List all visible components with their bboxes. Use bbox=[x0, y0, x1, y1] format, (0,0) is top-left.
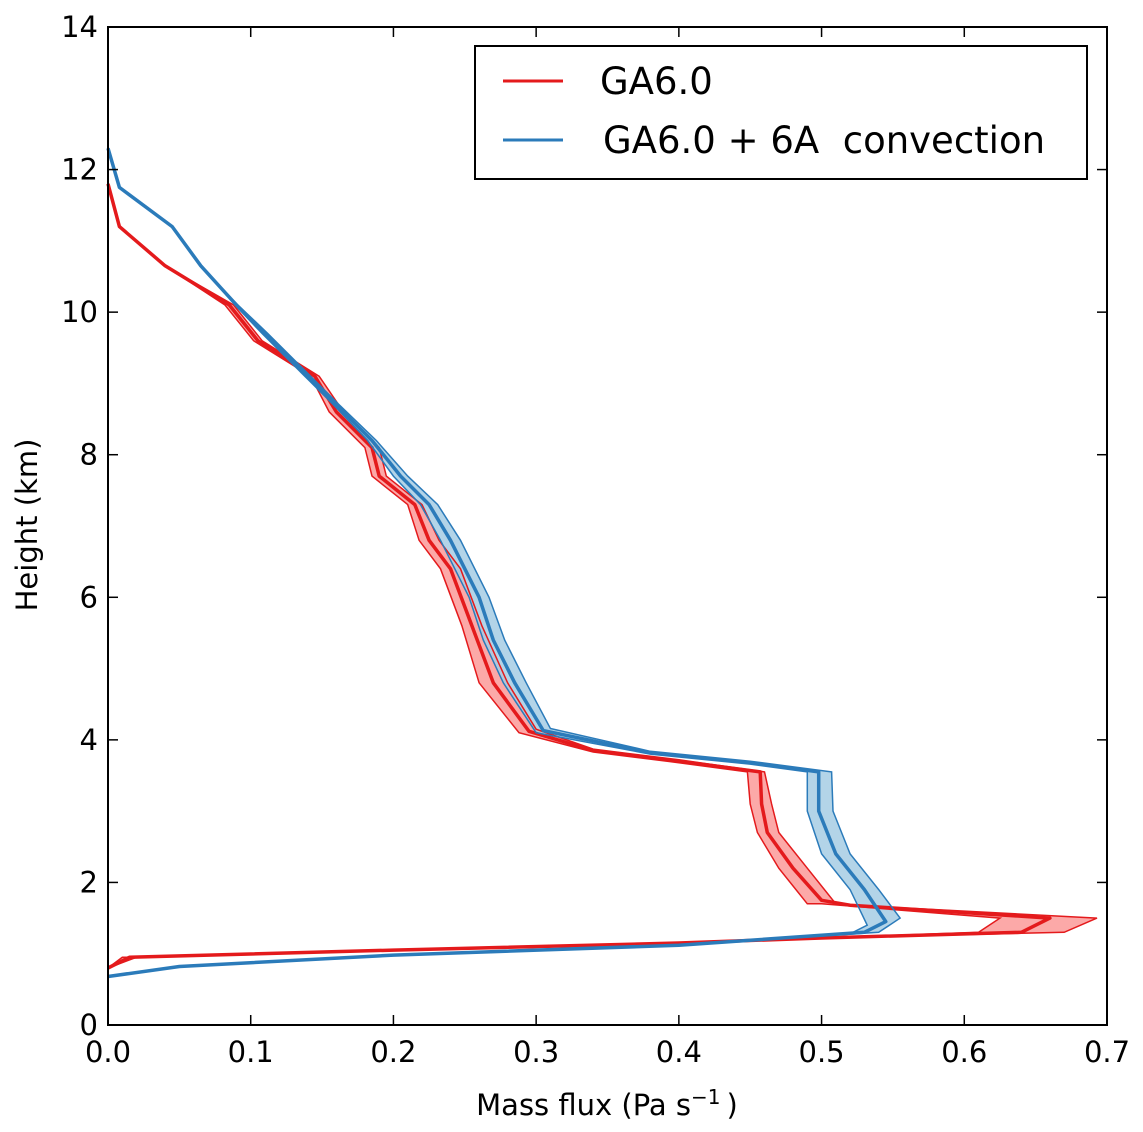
series-line-ga6-0-6a-convection bbox=[106, 147, 888, 979]
x-tick-label: 0.7 bbox=[1084, 1035, 1130, 1069]
series-line-ga6-0 bbox=[106, 183, 1052, 970]
x-tick-label: 0.0 bbox=[85, 1035, 131, 1069]
x-tick-label: 0.1 bbox=[228, 1035, 274, 1069]
x-axis-label: Mass flux (Pa s−1) bbox=[476, 1085, 738, 1122]
y-tick-label: 14 bbox=[61, 10, 98, 44]
y-tick-label: 6 bbox=[80, 580, 98, 614]
y-axis-label: Height (km) bbox=[10, 439, 44, 612]
y-tick-label: 2 bbox=[80, 865, 98, 899]
x-tick-label: 0.6 bbox=[941, 1035, 987, 1069]
y-tick-label: 4 bbox=[80, 723, 98, 757]
legend: GA6.0 GA6.0 + 6A convection bbox=[474, 45, 1088, 180]
axis-ticks bbox=[107, 26, 1108, 1026]
upper-bound-ga6-0 bbox=[107, 183, 1098, 969]
lower-bound-ga6-0-6a-convection bbox=[107, 147, 869, 978]
y-tick-label: 10 bbox=[61, 295, 98, 329]
y-tick-label: 12 bbox=[61, 153, 98, 187]
x-tick-label: 0.3 bbox=[513, 1035, 559, 1069]
x-tick-label: 0.2 bbox=[370, 1035, 416, 1069]
legend-label-ga60-6a-convection: GA6.0 + 6A convection bbox=[603, 119, 1045, 162]
uncertainty-bands bbox=[108, 148, 1097, 977]
band-ga6-0 bbox=[108, 183, 1097, 969]
plot-frame bbox=[107, 26, 1108, 1026]
x-tick-label: 0.5 bbox=[799, 1035, 845, 1069]
lower-bound-ga6-0 bbox=[107, 183, 1003, 969]
legend-label-ga60: GA6.0 bbox=[600, 60, 713, 103]
x-tick-label: 0.4 bbox=[656, 1035, 702, 1069]
legend-box bbox=[474, 45, 1088, 180]
y-tick-labels: 0 2 4 6 8 10 12 14 bbox=[61, 10, 98, 1042]
x-tick-labels: 0.0 0.1 0.2 0.3 0.4 0.5 0.6 0.7 bbox=[85, 1035, 1130, 1069]
y-tick-label: 0 bbox=[80, 1008, 98, 1042]
y-tick-label: 8 bbox=[80, 438, 98, 472]
series-lines bbox=[106, 147, 1098, 979]
